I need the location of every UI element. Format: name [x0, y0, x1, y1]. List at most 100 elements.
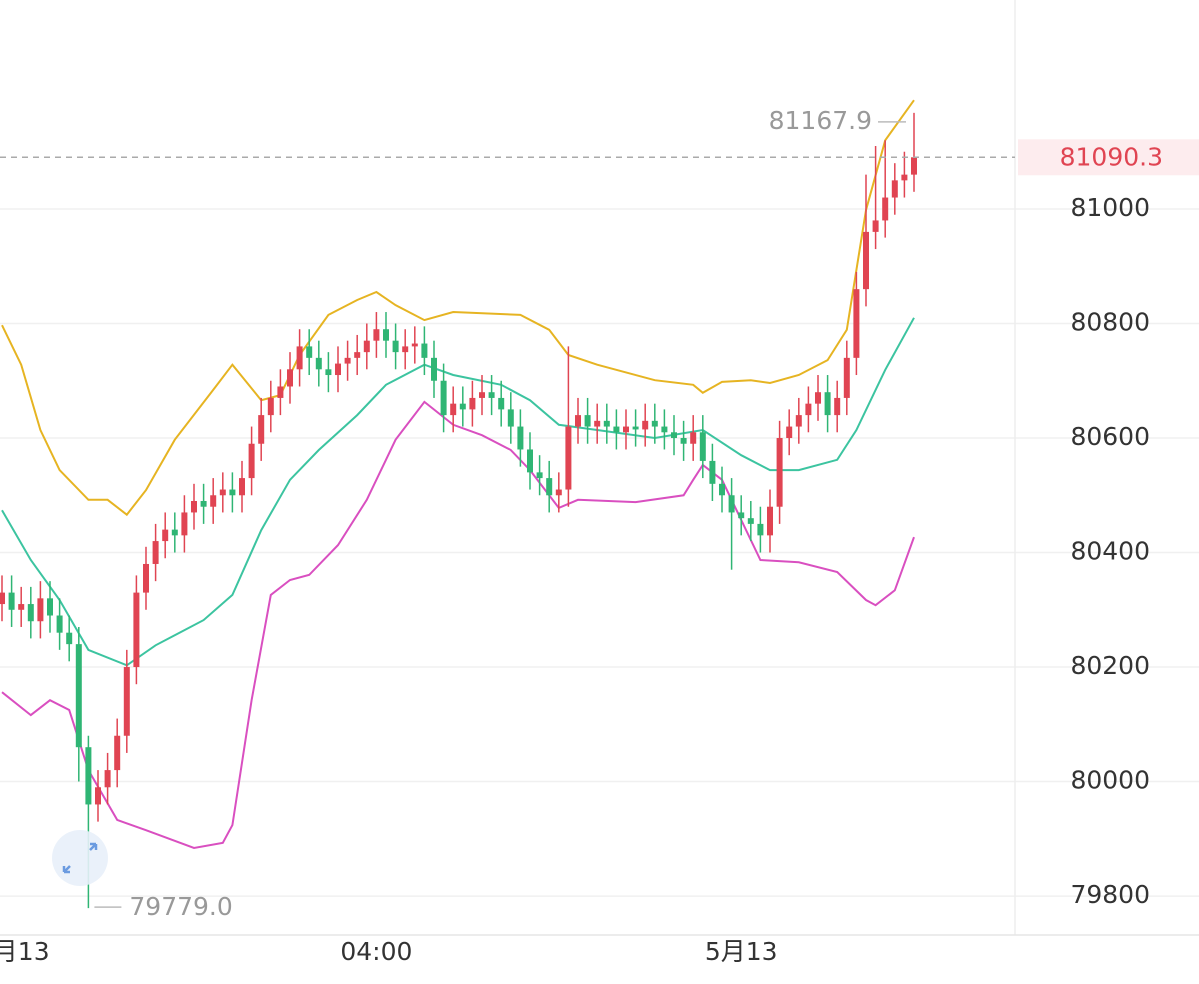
candle-body — [584, 415, 591, 427]
candle-body — [479, 392, 485, 398]
candle-body — [8, 592, 15, 610]
band-line — [1, 317, 915, 667]
candle-body — [143, 563, 149, 593]
candle-body — [421, 343, 428, 358]
candle-body — [882, 197, 889, 221]
y-tick-label: 80600 — [1070, 422, 1150, 451]
candle-body — [575, 415, 581, 427]
candle-body — [363, 340, 370, 353]
candle-body — [133, 592, 140, 668]
candle-body — [123, 667, 130, 736]
candle-body — [603, 420, 610, 427]
candle-body — [411, 343, 418, 347]
candle-body — [901, 174, 908, 181]
candle-body — [776, 438, 783, 507]
candle-body — [229, 489, 236, 496]
grid — [0, 208, 1199, 897]
candle-body — [488, 392, 495, 398]
candle-body — [872, 220, 879, 232]
candle-body — [863, 231, 869, 290]
candle-body — [757, 523, 764, 536]
candle-body — [680, 438, 687, 444]
candle-body — [469, 397, 476, 410]
y-tick-label: 80800 — [1070, 307, 1150, 336]
labels: 79800 80000 80200 80400 80600 80800 81000 月13 04… — [0, 106, 1199, 966]
candle-body — [85, 747, 92, 805]
y-tick-label: 80400 — [1070, 537, 1150, 566]
candle-body — [354, 352, 361, 358]
candle-body — [306, 346, 313, 358]
candle-body — [383, 329, 389, 341]
candle-body — [690, 432, 697, 444]
candle-body — [642, 420, 649, 430]
candle-body — [0, 592, 5, 605]
candle-body — [527, 449, 533, 473]
candle-body — [440, 380, 447, 416]
candle-body — [95, 787, 101, 805]
bands — [1, 99, 915, 850]
candle-body — [267, 397, 274, 416]
candle-body — [824, 392, 831, 416]
x-tick-label: 04:00 — [340, 937, 412, 966]
candle-body — [843, 357, 850, 398]
last-price-label: 81090.3 — [1060, 142, 1163, 171]
y-tick-label: 79800 — [1070, 880, 1150, 909]
band-line — [1, 400, 915, 850]
candle-body — [315, 357, 322, 370]
candle-body — [651, 420, 658, 427]
candle-body — [536, 472, 543, 479]
candle-body — [18, 604, 25, 610]
candle-body — [239, 478, 245, 496]
candle-body — [623, 426, 629, 433]
candle-body — [815, 392, 821, 404]
candle-body — [507, 409, 514, 427]
band-line — [1, 99, 915, 517]
candle-body — [709, 460, 716, 484]
candle-body — [210, 495, 217, 507]
candle-body — [613, 426, 620, 433]
candle-body — [738, 512, 745, 519]
x-tick-label: 月13 — [0, 937, 50, 966]
candle-body — [392, 340, 399, 353]
low-marker-label: 79779.0 — [129, 892, 232, 921]
candle-body — [277, 386, 284, 398]
candle-body — [565, 426, 572, 490]
candle-body — [104, 770, 111, 788]
candle-body — [47, 598, 53, 616]
candle-body — [296, 346, 303, 370]
candle-body — [767, 506, 773, 536]
y-tick-label: 81000 — [1070, 193, 1150, 222]
candle-body — [37, 598, 44, 622]
candle-body — [373, 329, 380, 341]
candle-body — [786, 426, 793, 439]
candle-body — [632, 426, 639, 430]
candle-body — [325, 369, 332, 376]
candle-body — [431, 357, 437, 381]
candle-body — [114, 735, 121, 771]
candle-body — [498, 397, 505, 410]
candle-body — [258, 415, 265, 444]
candle-body — [287, 369, 293, 387]
last-price-box — [1018, 139, 1199, 176]
candle-body — [450, 403, 457, 416]
zoom-icon[interactable] — [52, 830, 108, 886]
candle-body — [181, 512, 188, 536]
candle-body — [671, 432, 677, 439]
candle-body — [805, 403, 812, 416]
candle-body — [719, 483, 725, 496]
y-tick-label: 80200 — [1070, 651, 1150, 680]
candle-body — [219, 489, 226, 496]
candle-body — [594, 420, 601, 427]
candle-body — [200, 500, 207, 507]
candle-body — [27, 604, 34, 622]
candle-body — [546, 478, 553, 496]
candle-body — [747, 518, 754, 524]
candle-body — [459, 403, 466, 410]
candle-body — [191, 500, 197, 513]
candle-body — [911, 157, 917, 175]
candle-body — [152, 541, 159, 564]
candle-body — [66, 632, 73, 645]
x-tick-label: 5月13 — [705, 937, 778, 966]
